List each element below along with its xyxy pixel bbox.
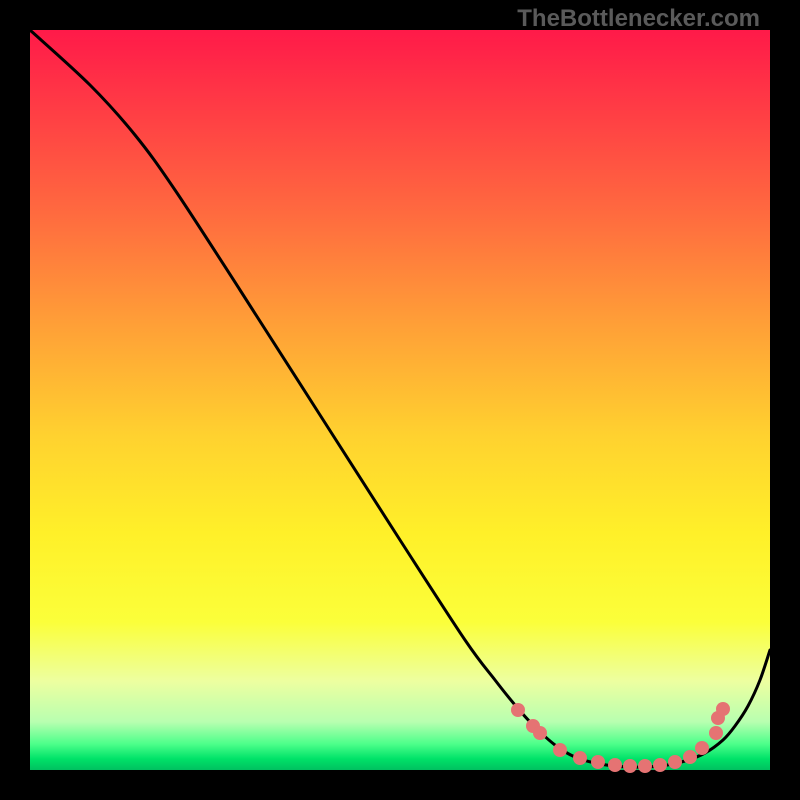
marker-dot bbox=[573, 751, 587, 765]
marker-dot bbox=[591, 755, 605, 769]
marker-dot bbox=[668, 755, 682, 769]
marker-dot bbox=[716, 702, 730, 716]
marker-dot bbox=[623, 759, 637, 773]
chart-frame: TheBottlenecker.com bbox=[0, 0, 800, 800]
marker-dot bbox=[608, 758, 622, 772]
bottleneck-curve-chart bbox=[0, 0, 800, 800]
marker-dot bbox=[511, 703, 525, 717]
marker-dot bbox=[709, 726, 723, 740]
marker-dot bbox=[653, 758, 667, 772]
watermark-text: TheBottlenecker.com bbox=[517, 5, 760, 33]
marker-dot bbox=[683, 750, 697, 764]
marker-dot bbox=[553, 743, 567, 757]
marker-dot bbox=[695, 741, 709, 755]
marker-dot bbox=[533, 726, 547, 740]
marker-dot bbox=[638, 759, 652, 773]
